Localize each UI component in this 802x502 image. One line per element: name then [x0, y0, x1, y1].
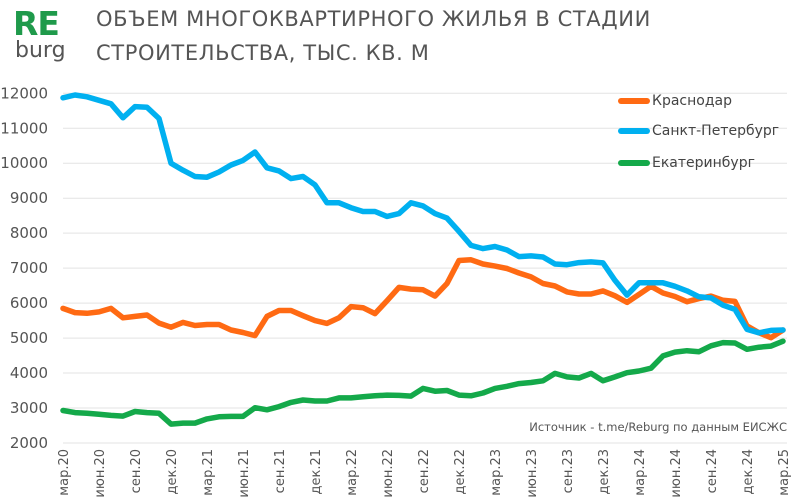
legend-swatch: [618, 128, 650, 134]
legend-item-spb: Санкт-Петербург: [618, 121, 779, 141]
series-line-1: [60, 92, 786, 336]
logo-re: RE: [13, 4, 60, 43]
x-tick-label: дек.24: [741, 449, 756, 495]
y-tick-label: 11000: [0, 119, 48, 137]
x-tick-label: сен.22: [417, 449, 432, 493]
x-tick-label: мар.20: [57, 449, 72, 496]
x-tick-label: сен.24: [705, 449, 720, 493]
y-tick-label: 8000: [10, 224, 48, 242]
x-tick-label: мар.22: [345, 449, 360, 496]
series-line-0: [60, 257, 786, 341]
y-tick-label: 10000: [0, 154, 48, 172]
legend-item-ekb: Екатеринбург: [618, 153, 755, 173]
series-line-2: [60, 338, 786, 427]
x-tick-label: дек.21: [309, 449, 324, 495]
y-tick-label: 6000: [10, 294, 48, 312]
x-tick-label: июн.24: [669, 449, 684, 498]
legend-swatch: [618, 98, 650, 104]
x-tick-label: мар.24: [633, 449, 648, 496]
x-tick-label: мар.21: [201, 449, 216, 496]
logo-burg: burg: [15, 38, 66, 63]
y-tick-label: 12000: [0, 84, 48, 102]
legend-label: Краснодар: [652, 93, 732, 109]
legend-swatch: [618, 160, 650, 166]
x-tick-label: июн.20: [93, 449, 108, 498]
chart-title-line2: СТРОИТЕЛЬСТВА, ТЫС. КВ. М: [96, 41, 430, 65]
x-tick-label: сен.23: [561, 449, 576, 493]
y-tick-label: 5000: [10, 329, 48, 347]
legend-item-krasnodar: Краснодар: [618, 91, 732, 111]
x-tick-label: июн.21: [237, 449, 252, 498]
x-tick-label: сен.21: [273, 449, 288, 493]
x-tick-label: дек.22: [453, 449, 468, 495]
y-tick-label: 3000: [10, 399, 48, 417]
legend-label: Екатеринбург: [652, 155, 755, 171]
x-tick-label: дек.23: [597, 449, 612, 495]
y-tick-label: 7000: [10, 259, 48, 277]
x-tick-label: июн.22: [381, 449, 396, 498]
x-tick-label: сен.20: [129, 449, 144, 493]
x-tick-label: дек.20: [165, 449, 180, 495]
y-tick-label: 4000: [10, 364, 48, 382]
legend-label: Санкт-Петербург: [652, 123, 780, 139]
y-tick-label: 2000: [10, 434, 48, 452]
chart-title-line1: ОБЪЕМ МНОГОКВАРТИРНОГО ЖИЛЬЯ В СТАДИИ: [96, 7, 651, 31]
source-note: Источник - t.me/Reburg по данным ЕИСЖС: [529, 420, 787, 434]
x-tick-label: июн.23: [525, 449, 540, 498]
y-tick-label: 9000: [10, 189, 48, 207]
x-tick-label: мар.23: [489, 449, 504, 496]
x-tick-label: мар.25: [777, 449, 792, 496]
